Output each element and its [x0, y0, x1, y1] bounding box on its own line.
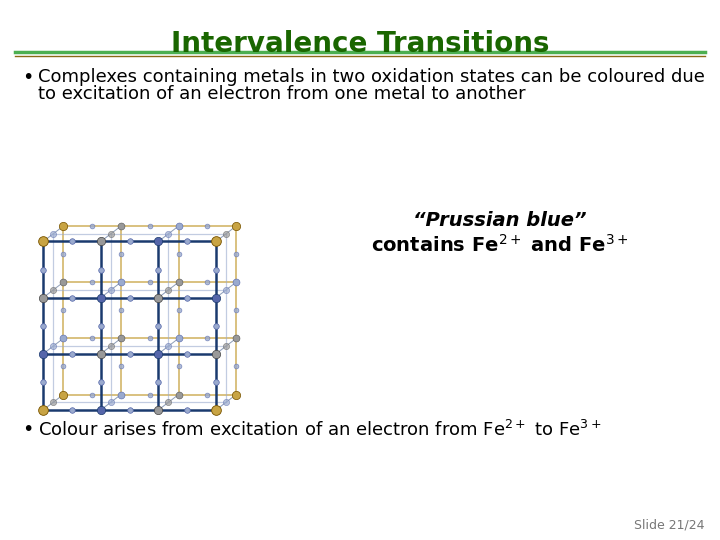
Text: •: • — [22, 68, 33, 87]
Text: “Prussian blue”: “Prussian blue” — [413, 211, 587, 229]
Text: Complexes containing metals in two oxidation states can be coloured due: Complexes containing metals in two oxida… — [38, 68, 705, 86]
Text: •: • — [22, 420, 33, 439]
Text: Colour arises from excitation of an electron from Fe$^{2+}$ to Fe$^{3+}$: Colour arises from excitation of an elec… — [38, 420, 601, 440]
Text: Intervalence Transitions: Intervalence Transitions — [171, 30, 549, 58]
Text: to excitation of an electron from one metal to another: to excitation of an electron from one me… — [38, 85, 526, 103]
Text: Slide 21/24: Slide 21/24 — [634, 519, 705, 532]
Text: contains Fe$^{2+}$ and Fe$^{3+}$: contains Fe$^{2+}$ and Fe$^{3+}$ — [372, 234, 629, 256]
